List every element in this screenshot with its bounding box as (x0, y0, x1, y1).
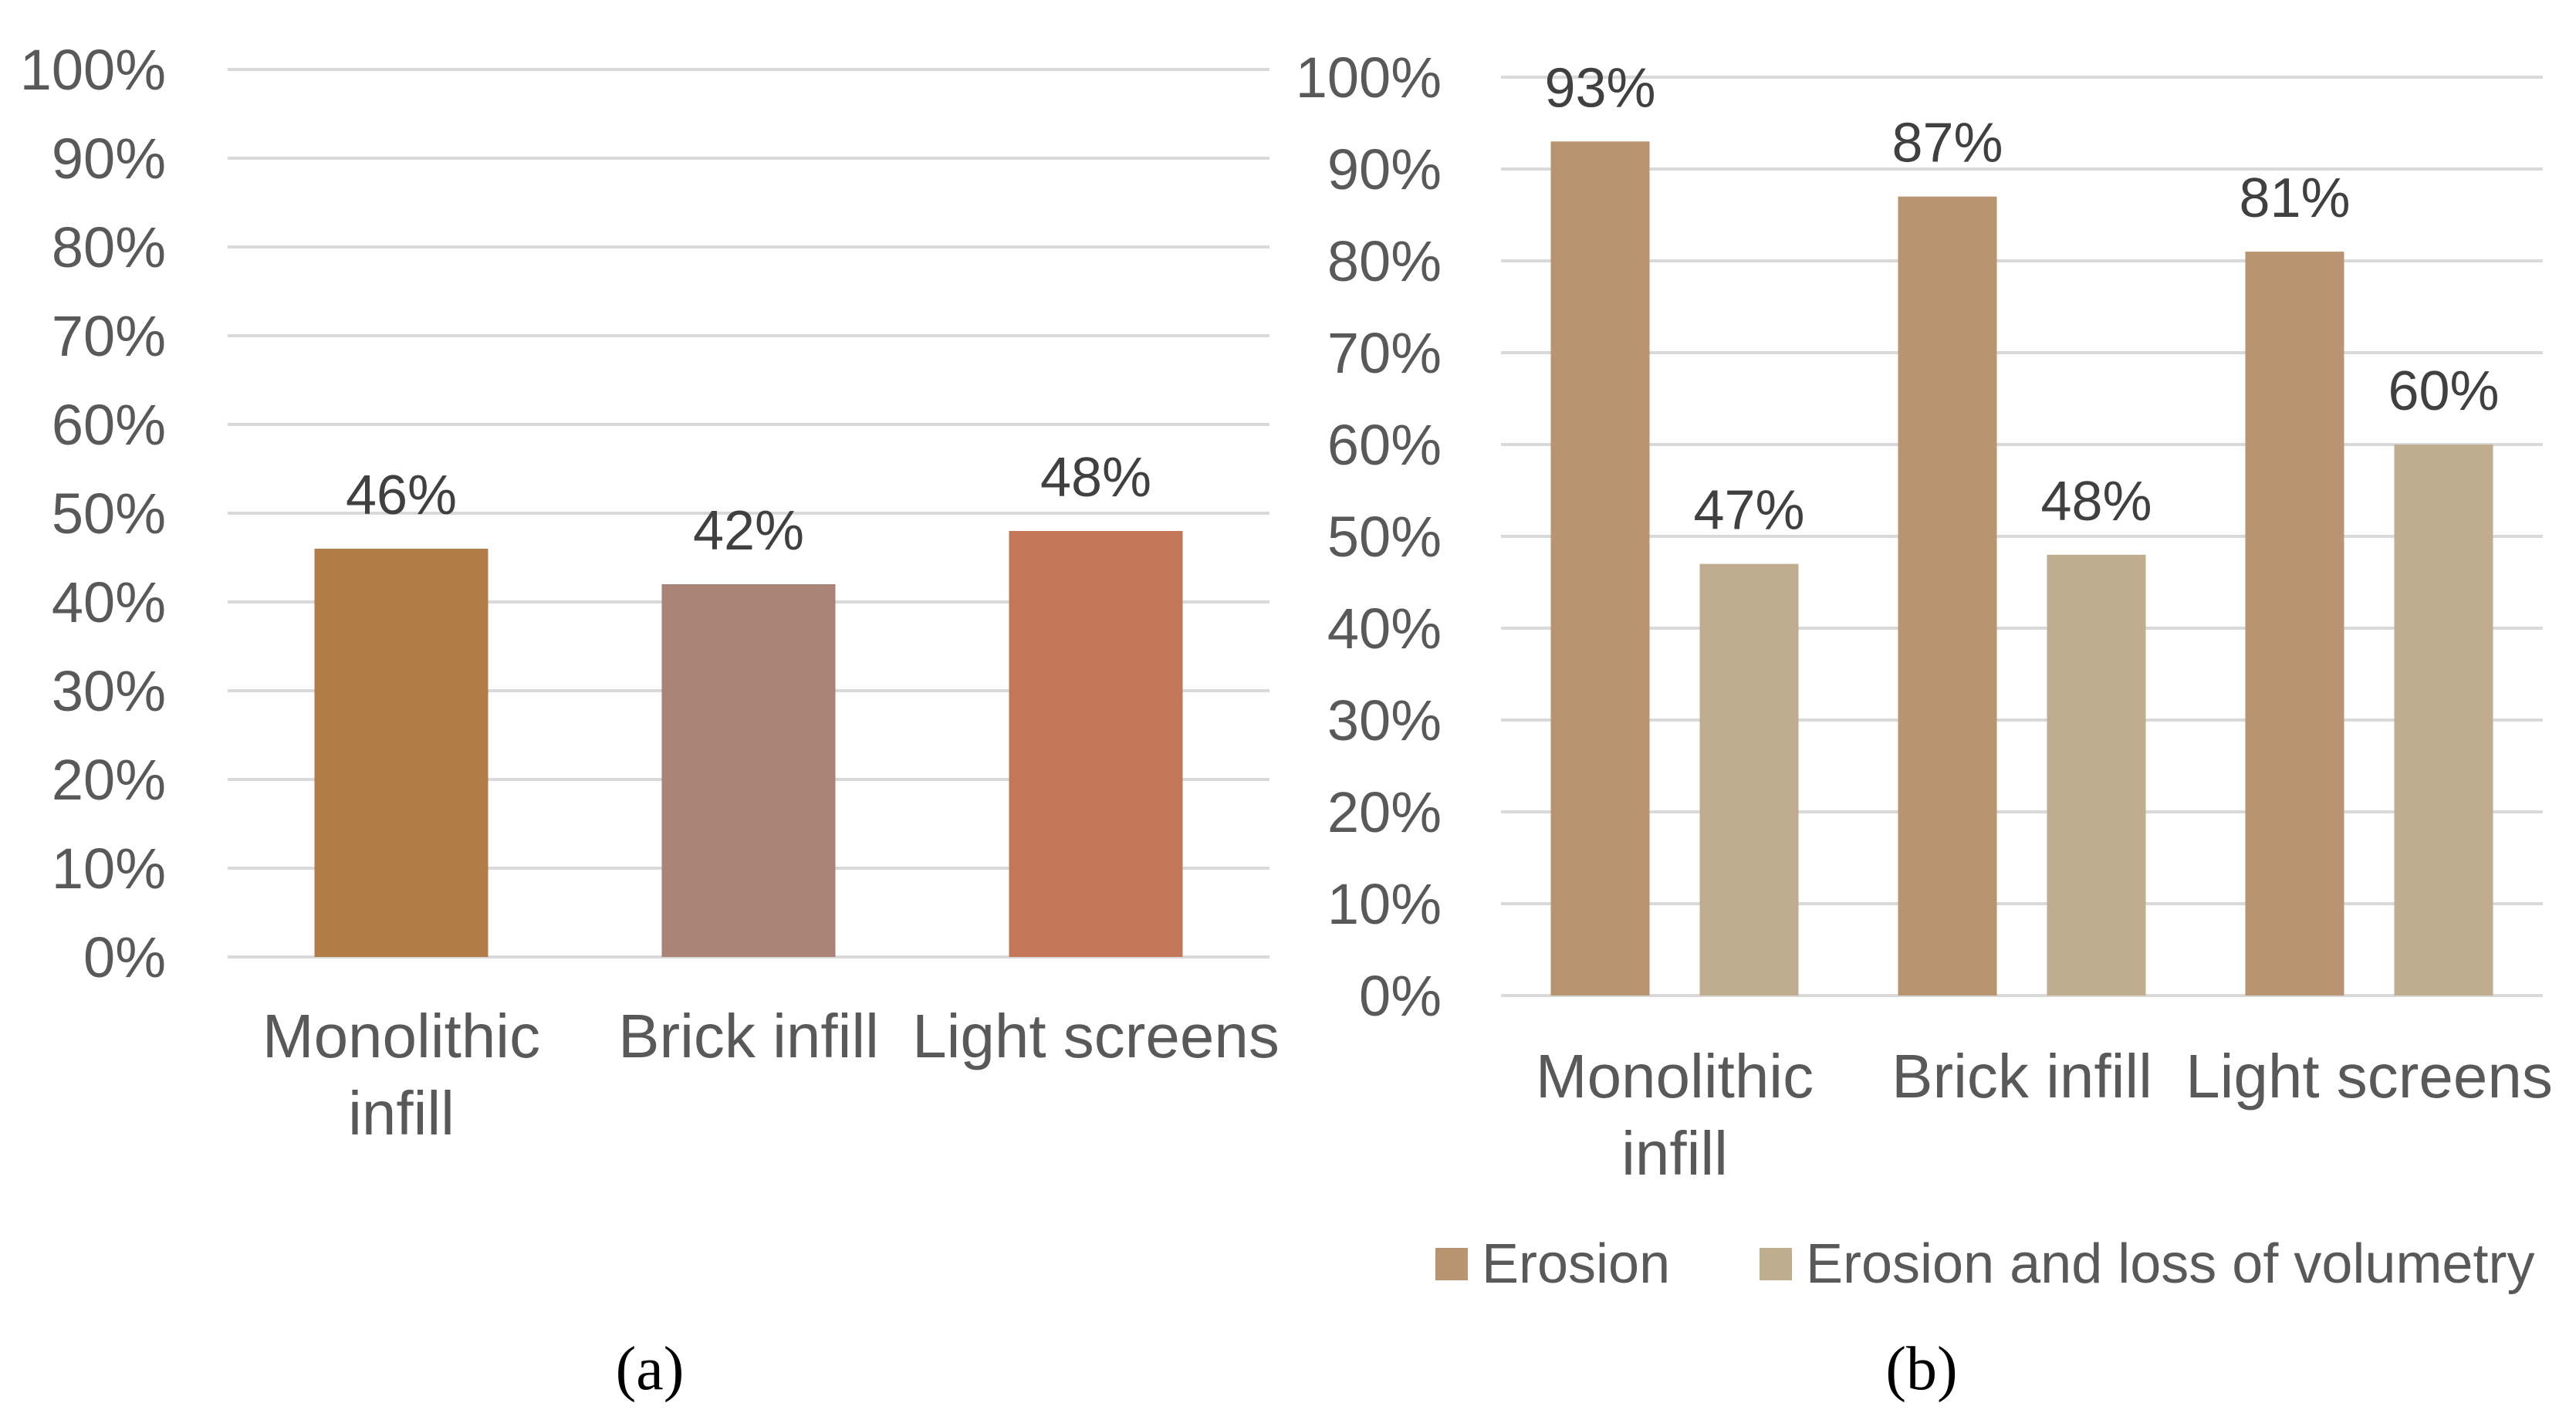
y-tick-label: 60% (1327, 413, 1442, 477)
legend-label: Erosion and loss of volumetry (1806, 1233, 2534, 1295)
data-label: 48% (2040, 471, 2152, 532)
x-category-label: Light screens (912, 1002, 1280, 1070)
y-tick-label: 30% (52, 659, 166, 723)
chart-b: 0% 10% 20% 30% 40% 50% 60% 70% 80% 90% 100% 93% 47% M… (1296, 46, 2553, 1188)
legend-swatch (1760, 1248, 1792, 1280)
x-category-label: infill (348, 1079, 455, 1148)
data-label: 47% (1693, 480, 1804, 542)
y-tick-label: 50% (1327, 505, 1442, 569)
data-label: 42% (693, 500, 804, 562)
data-label: 81% (2239, 167, 2350, 229)
bar (661, 584, 836, 957)
bar (2047, 554, 2146, 996)
x-category-label: Brick infill (1891, 1042, 2152, 1111)
y-tick-label: 100% (20, 38, 166, 102)
legend-swatch (1435, 1248, 1468, 1280)
y-tick-label: 20% (1327, 780, 1442, 844)
y-tick-label: 80% (52, 215, 166, 279)
y-tick-label: 40% (52, 570, 166, 634)
y-tick-label: 20% (52, 748, 166, 812)
x-category-label: infill (1621, 1119, 1728, 1188)
panel-label-b: (b) (1885, 1335, 1957, 1403)
bar (1898, 196, 1997, 996)
x-category-label: Brick infill (618, 1002, 879, 1070)
y-tick-label: 10% (1327, 872, 1442, 936)
y-tick-label: 40% (1327, 597, 1442, 661)
y-tick-label: 90% (52, 127, 166, 191)
y-tick-label: 50% (52, 482, 166, 546)
y-tick-label: 70% (1327, 321, 1442, 385)
bar (1009, 531, 1183, 957)
data-label: 48% (1040, 447, 1151, 509)
data-label: 46% (346, 465, 457, 526)
chart-a: 0% 10% 20% 30% 40% 50% 60% 70% 80% 90% 100% 46% Mono… (20, 38, 1280, 1148)
y-tick-label: 90% (1327, 137, 1442, 201)
y-tick-label: 0% (1359, 964, 1442, 1028)
data-label: 93% (1544, 57, 1655, 119)
bar (2245, 252, 2344, 996)
panel-label-a: (a) (616, 1335, 685, 1403)
y-tick-label: 60% (52, 393, 166, 457)
y-tick-label: 70% (52, 304, 166, 368)
data-label: 87% (1891, 113, 2003, 174)
data-label: 60% (2388, 360, 2499, 422)
y-tick-label: 80% (1327, 229, 1442, 293)
bar (1699, 563, 1799, 996)
y-tick-label: 30% (1327, 688, 1442, 752)
y-tick-label: 100% (1296, 46, 1442, 110)
x-category-label: Monolithic (1536, 1042, 1814, 1111)
x-category-label: Monolithic (262, 1002, 540, 1070)
bar (2394, 445, 2493, 996)
y-tick-label: 0% (83, 925, 166, 989)
bar (1550, 141, 1650, 996)
chart-b-legend: Erosion Erosion and loss of volumetry (1435, 1233, 2534, 1295)
x-category-label: Light screens (2186, 1042, 2553, 1111)
bar (314, 549, 488, 957)
y-tick-label: 10% (52, 837, 166, 901)
legend-label: Erosion (1482, 1233, 1670, 1295)
